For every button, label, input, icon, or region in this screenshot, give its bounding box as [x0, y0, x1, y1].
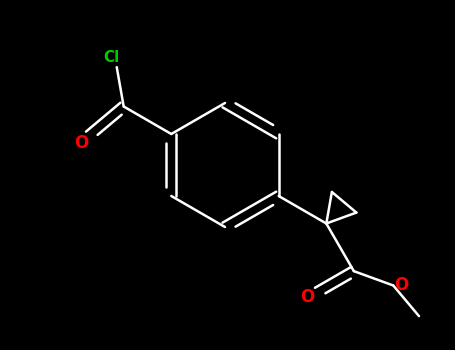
Text: O: O — [300, 288, 314, 306]
Text: O: O — [74, 134, 88, 153]
Text: Cl: Cl — [104, 50, 120, 65]
Text: O: O — [394, 276, 409, 294]
